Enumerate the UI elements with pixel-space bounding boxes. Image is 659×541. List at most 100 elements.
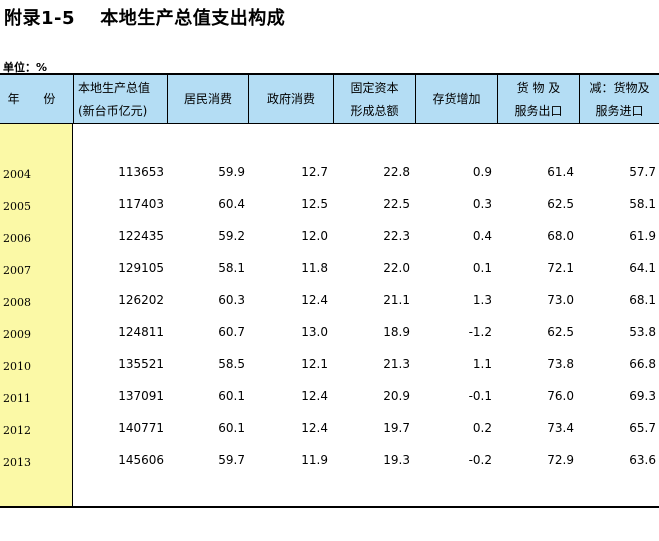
government-cell: 12.1 [301,357,328,371]
imports-cell: 53.8 [629,325,656,339]
government-cell: 12.0 [301,229,328,243]
year-cell: 2010 [3,360,31,373]
gdp-cell: 145606 [118,453,164,467]
government-cell: 11.8 [301,261,328,275]
header-household-consumption: 居民消费 [167,75,248,124]
year-cell: 2007 [3,264,31,277]
table-header: 年 份 本地生产总值 (新台币亿元) 居民消费 政府消费 固定资本 形成总额 存… [0,73,659,124]
government-cell: 12.4 [301,421,328,435]
exports-cell: 73.0 [547,293,574,307]
fixed-cell: 21.3 [383,357,410,371]
imports-cell: 58.1 [629,197,656,211]
inventory-cell: 1.3 [472,293,492,307]
imports-cell: 68.1 [629,293,656,307]
table-row: 2007 129105 58.1 11.8 22.0 0.1 72.1 64.1 [0,252,659,284]
imports-cell: 65.7 [629,421,656,435]
exports-cell: 76.0 [547,389,574,403]
gdp-cell: 117403 [118,197,164,211]
inventory-cell: 0.2 [472,421,492,435]
gdp-cell: 140771 [118,421,164,435]
inventory-cell: -0.2 [468,453,492,467]
fixed-cell: 20.9 [383,389,410,403]
year-cell: 2012 [3,424,31,437]
table-bottom-border [0,506,659,508]
fixed-cell: 19.7 [383,421,410,435]
fixed-cell: 22.0 [383,261,410,275]
exports-cell: 68.0 [547,229,574,243]
household-cell: 60.1 [218,389,245,403]
year-cell: 2011 [3,392,31,405]
fixed-cell: 18.9 [383,325,410,339]
table-row: 2010 135521 58.5 12.1 21.3 1.1 73.8 66.8 [0,348,659,380]
fixed-cell: 19.3 [383,453,410,467]
table-row: 2011 137091 60.1 12.4 20.9 -0.1 76.0 69.3 [0,380,659,412]
government-cell: 12.7 [301,165,328,179]
header-year: 年 份 [7,92,66,106]
year-cell: 2009 [3,328,31,341]
table-row: 2004 113653 59.9 12.7 22.8 0.9 61.4 57.7 [0,156,659,188]
header-exports: 货 物 及 服务出口 [497,75,579,124]
fixed-cell: 22.3 [383,229,410,243]
government-cell: 12.4 [301,293,328,307]
year-cell: 2008 [3,296,31,309]
table-row: 2006 122435 59.2 12.0 22.3 0.4 68.0 61.9 [0,220,659,252]
government-cell: 12.5 [301,197,328,211]
inventory-cell: -1.2 [468,325,492,339]
fixed-cell: 21.1 [383,293,410,307]
exports-cell: 62.5 [547,325,574,339]
header-government-consumption: 政府消费 [248,75,333,124]
page-title: 附录1-5 本地生产总值支出构成 [4,8,286,29]
household-cell: 60.3 [218,293,245,307]
inventory-cell: 0.9 [472,165,492,179]
table-row: 2013 145606 59.7 11.9 19.3 -0.2 72.9 63.6 [0,444,659,476]
fixed-cell: 22.5 [383,197,410,211]
imports-cell: 63.6 [629,453,656,467]
header-fixed-capital: 固定资本 形成总额 [333,75,415,124]
gdp-cell: 137091 [118,389,164,403]
gdp-cell: 113653 [118,165,164,179]
imports-cell: 69.3 [629,389,656,403]
year-cell: 2004 [3,168,31,181]
header-gdp: 本地生产总值 (新台币亿元) [73,75,167,124]
table-row: 2012 140771 60.1 12.4 19.7 0.2 73.4 65.7 [0,412,659,444]
exports-cell: 73.4 [547,421,574,435]
inventory-cell: 0.1 [472,261,492,275]
table-row: 2009 124811 60.7 13.0 18.9 -1.2 62.5 53.8 [0,316,659,348]
household-cell: 58.5 [218,357,245,371]
gdp-cell: 122435 [118,229,164,243]
imports-cell: 64.1 [629,261,656,275]
inventory-cell: 1.1 [472,357,492,371]
gdp-cell: 135521 [118,357,164,371]
year-cell: 2005 [3,200,31,213]
unit-label: 单位：% [3,61,48,74]
imports-cell: 61.9 [629,229,656,243]
header-inventory-change: 存货增加 [415,75,497,124]
inventory-cell: 0.3 [472,197,492,211]
gdp-cell: 129105 [118,261,164,275]
year-cell: 2013 [3,456,31,469]
government-cell: 13.0 [301,325,328,339]
household-cell: 59.2 [218,229,245,243]
header-imports: 减：货物及 服务进口 [579,75,659,124]
inventory-cell: -0.1 [468,389,492,403]
government-cell: 12.4 [301,389,328,403]
household-cell: 59.7 [218,453,245,467]
exports-cell: 62.5 [547,197,574,211]
gdp-cell: 124811 [118,325,164,339]
table-row: 2005 117403 60.4 12.5 22.5 0.3 62.5 58.1 [0,188,659,220]
fixed-cell: 22.8 [383,165,410,179]
year-column-background [0,124,73,506]
imports-cell: 66.8 [629,357,656,371]
household-cell: 60.4 [218,197,245,211]
exports-cell: 73.8 [547,357,574,371]
imports-cell: 57.7 [629,165,656,179]
household-cell: 60.7 [218,325,245,339]
household-cell: 59.9 [218,165,245,179]
table-row: 2008 126202 60.3 12.4 21.1 1.3 73.0 68.1 [0,284,659,316]
year-cell: 2006 [3,232,31,245]
government-cell: 11.9 [301,453,328,467]
exports-cell: 72.9 [547,453,574,467]
inventory-cell: 0.4 [472,229,492,243]
household-cell: 60.1 [218,421,245,435]
household-cell: 58.1 [218,261,245,275]
